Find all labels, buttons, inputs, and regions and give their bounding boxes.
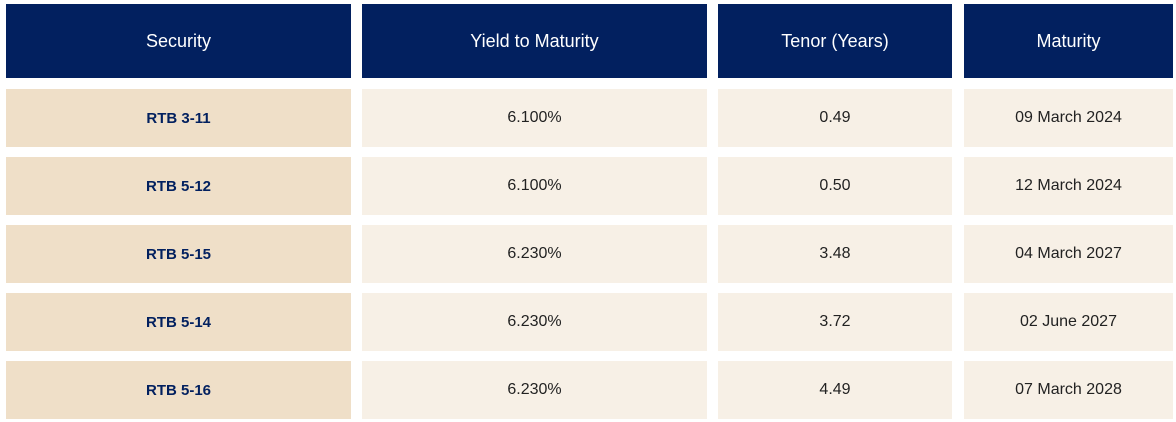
maturity-cell: 04 March 2027 — [964, 225, 1173, 283]
table-header-row: Security Yield to Maturity Tenor (Years)… — [6, 4, 1173, 78]
security-cell: RTB 5-14 — [6, 293, 351, 351]
yield-cell: 6.100% — [362, 157, 707, 215]
tenor-cell: 3.48 — [718, 225, 952, 283]
maturity-cell: 12 March 2024 — [964, 157, 1173, 215]
tenor-cell: 4.49 — [718, 361, 952, 419]
security-cell: RTB 5-15 — [6, 225, 351, 283]
maturity-cell: 09 March 2024 — [964, 89, 1173, 147]
header-yield-to-maturity: Yield to Maturity — [362, 4, 707, 78]
table-row: RTB 3-11 6.100% 0.49 09 March 2024 — [6, 89, 1173, 147]
tenor-cell: 0.50 — [718, 157, 952, 215]
security-cell: RTB 3-11 — [6, 89, 351, 147]
yield-cell: 6.230% — [362, 361, 707, 419]
yield-cell: 6.230% — [362, 293, 707, 351]
header-maturity: Maturity — [964, 4, 1173, 78]
header-tenor-years: Tenor (Years) — [718, 4, 952, 78]
table-row: RTB 5-16 6.230% 4.49 07 March 2028 — [6, 361, 1173, 419]
header-security: Security — [6, 4, 351, 78]
maturity-cell: 07 March 2028 — [964, 361, 1173, 419]
tenor-cell: 3.72 — [718, 293, 952, 351]
table-row: RTB 5-12 6.100% 0.50 12 March 2024 — [6, 157, 1173, 215]
maturity-cell: 02 June 2027 — [964, 293, 1173, 351]
yield-cell: 6.230% — [362, 225, 707, 283]
yield-cell: 6.100% — [362, 89, 707, 147]
table-row: RTB 5-15 6.230% 3.48 04 March 2027 — [6, 225, 1173, 283]
tenor-cell: 0.49 — [718, 89, 952, 147]
security-cell: RTB 5-16 — [6, 361, 351, 419]
security-cell: RTB 5-12 — [6, 157, 351, 215]
table-row: RTB 5-14 6.230% 3.72 02 June 2027 — [6, 293, 1173, 351]
